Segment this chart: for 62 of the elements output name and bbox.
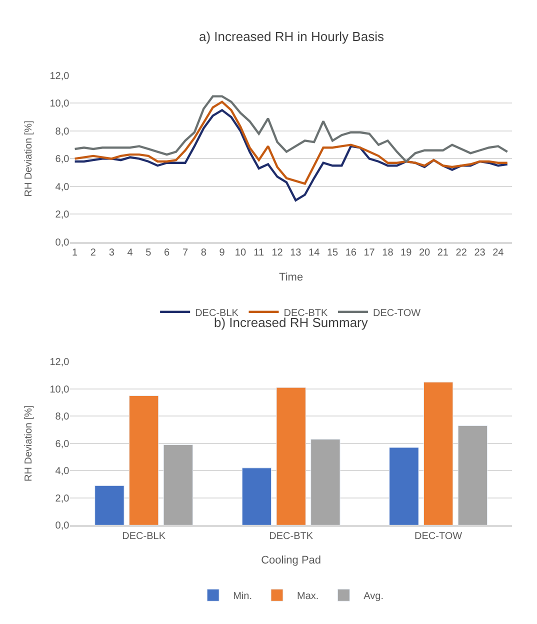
x-tick-label: 19 bbox=[400, 248, 412, 259]
x-tick-label: DEC-BLK bbox=[122, 530, 166, 542]
y-tick-label: 0,0 bbox=[55, 520, 70, 532]
legend-label: DEC-TOW bbox=[372, 308, 422, 319]
legend-label: Min. bbox=[233, 591, 252, 602]
legend-label: Avg. bbox=[364, 591, 384, 602]
bar bbox=[163, 444, 194, 526]
bar bbox=[128, 395, 159, 526]
x-tick-label: 11 bbox=[254, 248, 264, 259]
bar bbox=[458, 425, 488, 526]
y-tick-label: 0,0 bbox=[55, 237, 70, 248]
chart-title: a) Increased RH in Hourly Basis bbox=[199, 29, 384, 44]
x-tick-label: 17 bbox=[364, 248, 376, 259]
y-tick-label: 4,0 bbox=[55, 182, 70, 193]
x-tick-label: 7 bbox=[182, 248, 188, 259]
y-tick-label: 2,0 bbox=[55, 493, 70, 504]
x-axis-title: Time bbox=[279, 271, 304, 284]
y-axis-title: RH Deviation [%] bbox=[24, 405, 35, 482]
bar bbox=[310, 439, 340, 526]
y-tick-label: 12,0 bbox=[50, 357, 70, 368]
x-tick-label: 1 bbox=[72, 248, 78, 259]
y-tick-label: 6,0 bbox=[55, 438, 70, 450]
x-tick-label: 18 bbox=[382, 248, 394, 259]
bar bbox=[242, 468, 272, 526]
x-tick-label: 14 bbox=[308, 248, 320, 259]
y-tick-label: 2,0 bbox=[55, 210, 70, 221]
x-tick-label: 24 bbox=[492, 248, 504, 259]
y-tick-label: 8,0 bbox=[55, 126, 70, 138]
x-tick-label: 12 bbox=[272, 248, 284, 259]
x-tick-label: 22 bbox=[456, 248, 468, 259]
x-tick-label: 9 bbox=[219, 248, 226, 259]
x-tick-label: 10 bbox=[234, 248, 246, 259]
x-tick-label: 15 bbox=[326, 248, 338, 259]
x-tick-label: 23 bbox=[474, 248, 486, 259]
y-axis-title: RH Deviation [%] bbox=[24, 120, 35, 197]
y-tick-label: 6,0 bbox=[55, 154, 70, 166]
bar bbox=[423, 382, 454, 526]
x-tick-label: 16 bbox=[345, 248, 357, 259]
x-tick-label: 5 bbox=[146, 248, 152, 259]
x-tick-label: DEC-BTK bbox=[269, 530, 314, 542]
line-series bbox=[74, 109, 508, 202]
y-tick-label: 8,0 bbox=[55, 412, 70, 423]
y-tick-label: 10,0 bbox=[50, 384, 70, 396]
y-tick-label: 10,0 bbox=[50, 98, 70, 110]
x-tick-label: 3 bbox=[108, 248, 115, 259]
x-tick-label: 20 bbox=[418, 248, 431, 259]
x-tick-label: 4 bbox=[127, 248, 134, 259]
bar bbox=[94, 485, 124, 526]
bar bbox=[389, 447, 419, 526]
x-tick-label: 2 bbox=[90, 248, 96, 259]
y-tick-label: 4,0 bbox=[55, 466, 70, 478]
line-series bbox=[74, 100, 508, 185]
x-tick-label: 21 bbox=[437, 248, 449, 259]
legend-label: Max. bbox=[296, 591, 319, 602]
x-tick-label: DEC-TOW bbox=[414, 530, 463, 542]
x-tick-label: 13 bbox=[290, 248, 302, 259]
y-tick-label: 12,0 bbox=[50, 70, 70, 82]
x-tick-label: 8 bbox=[200, 248, 207, 259]
line-series bbox=[74, 95, 508, 163]
x-tick-label: 6 bbox=[164, 248, 170, 259]
x-axis-title: Cooling Pad bbox=[261, 554, 322, 567]
bar bbox=[276, 387, 306, 526]
